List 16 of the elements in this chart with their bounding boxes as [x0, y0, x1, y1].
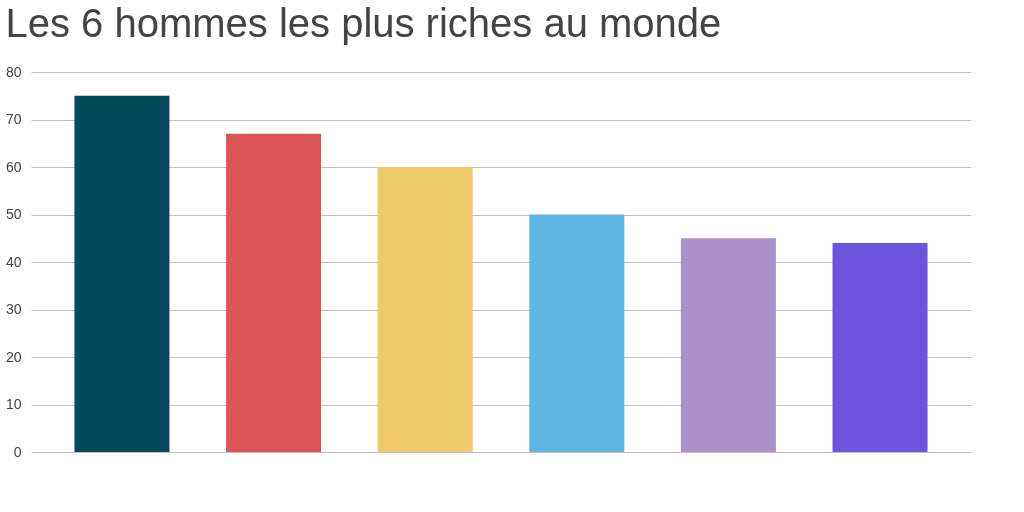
- bar: [74, 95, 170, 452]
- y-tick-label: 40: [5, 253, 22, 270]
- chart-title: Les 6 hommes les plus riches au monde: [5, 1, 722, 45]
- y-tick-label: 20: [5, 348, 22, 365]
- y-tick-label: 80: [5, 63, 22, 80]
- y-tick-label: 60: [5, 158, 22, 175]
- bar: [529, 214, 625, 452]
- bar: [377, 167, 473, 452]
- bar: [832, 243, 928, 452]
- bar: [680, 238, 776, 452]
- y-tick-label: 10: [5, 396, 22, 412]
- bar: [226, 133, 322, 452]
- y-tick-label: 0: [13, 443, 22, 460]
- y-tick-label: 30: [5, 301, 22, 317]
- y-tick-label: 70: [5, 111, 22, 127]
- y-tick-label: 50: [5, 206, 22, 222]
